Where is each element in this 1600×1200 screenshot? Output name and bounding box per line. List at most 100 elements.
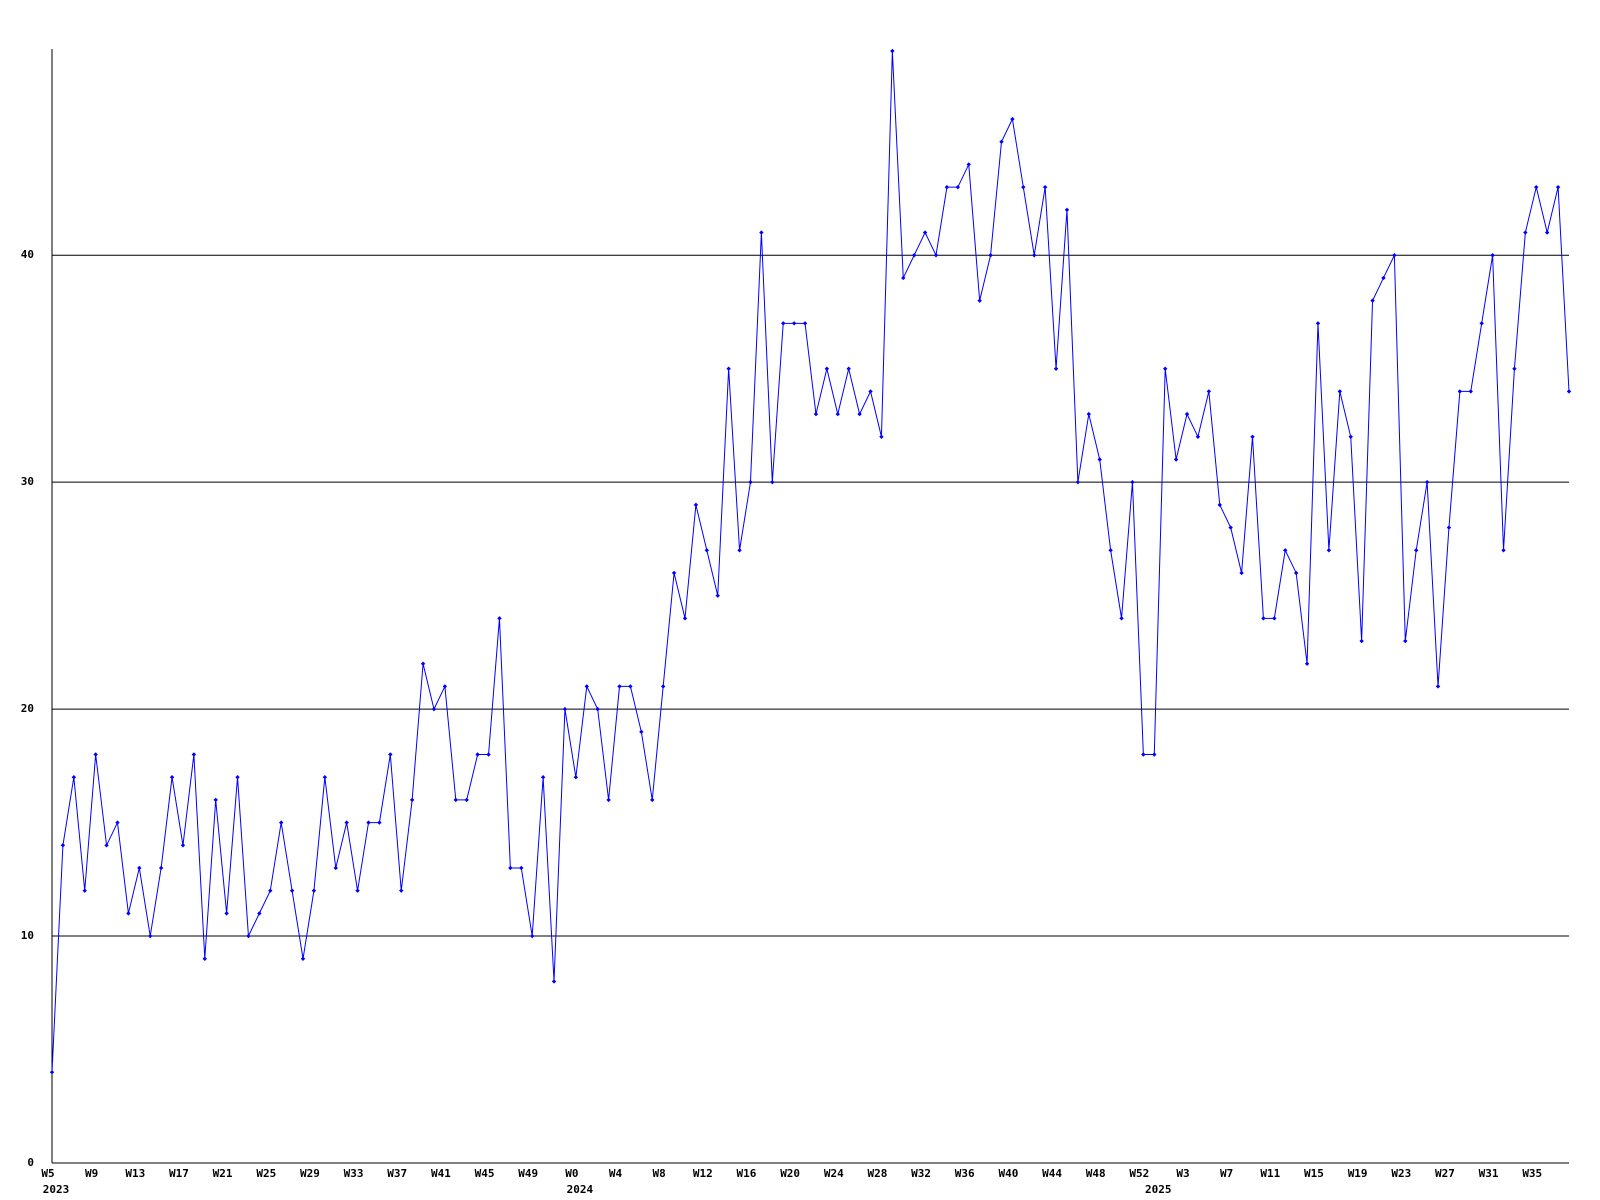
data-point	[1566, 389, 1572, 394]
data-point	[901, 275, 906, 281]
data-point	[268, 888, 273, 893]
data-point	[1042, 184, 1048, 190]
data-point	[671, 570, 677, 576]
data-point	[1315, 321, 1321, 326]
data-point	[148, 933, 153, 939]
data-point	[180, 843, 186, 848]
data-point	[224, 911, 229, 916]
x-year-label: 2024	[567, 1183, 594, 1196]
data-point	[169, 775, 175, 780]
x-tick-label: W5	[41, 1167, 54, 1180]
data-point	[1501, 548, 1506, 553]
data-point	[1490, 253, 1495, 258]
data-line	[51, 50, 1570, 1073]
x-tick-label: W23	[1391, 1167, 1411, 1180]
data-point	[1414, 548, 1419, 553]
data-point	[1097, 457, 1102, 462]
data-point	[202, 956, 207, 961]
data-point	[1272, 616, 1277, 621]
y-tick-label: 30	[21, 475, 34, 488]
data-point	[388, 752, 393, 757]
x-tick-label: W41	[431, 1167, 451, 1180]
data-point	[693, 502, 699, 508]
data-point	[944, 184, 950, 190]
x-tick-label: W9	[85, 1167, 98, 1180]
y-tick-label: 10	[21, 929, 34, 942]
data-point	[399, 888, 404, 893]
data-point	[802, 321, 808, 326]
data-point	[595, 706, 600, 712]
data-point	[355, 888, 360, 893]
data-point	[1381, 275, 1386, 281]
data-point	[1206, 389, 1212, 394]
x-tick-label: W0	[565, 1167, 578, 1180]
data-point	[278, 820, 284, 825]
data-point	[922, 230, 928, 235]
x-tick-label: W15	[1304, 1167, 1324, 1180]
data-point	[1250, 434, 1255, 439]
data-point	[1348, 434, 1353, 439]
x-tick-label: W7	[1220, 1167, 1233, 1180]
x-tick-label: W45	[475, 1167, 495, 1180]
x-year-label: 2023	[43, 1183, 70, 1196]
data-point	[1370, 298, 1375, 303]
data-point	[1424, 479, 1430, 485]
data-point	[82, 888, 87, 893]
data-point	[835, 411, 840, 417]
x-year-label: 2025	[1145, 1183, 1172, 1196]
data-point	[791, 321, 797, 326]
data-point	[813, 411, 819, 417]
data-point	[333, 865, 338, 871]
x-tick-label: W37	[387, 1167, 407, 1180]
x-tick-label: W48	[1086, 1167, 1106, 1180]
data-point	[1555, 184, 1561, 190]
data-point	[606, 797, 611, 803]
data-point	[1446, 525, 1452, 530]
data-point	[1479, 321, 1484, 326]
x-tick-label: W35	[1522, 1167, 1542, 1180]
data-point	[1075, 479, 1081, 485]
data-point	[1119, 616, 1124, 621]
data-point	[584, 684, 589, 689]
data-point	[1184, 411, 1190, 417]
data-point	[911, 253, 917, 258]
data-point	[453, 797, 459, 803]
x-tick-label: W27	[1435, 1167, 1455, 1180]
data-point	[1021, 184, 1026, 190]
x-tick-label: W13	[125, 1167, 145, 1180]
data-point	[464, 797, 469, 803]
data-point	[322, 775, 328, 780]
data-point	[235, 775, 240, 780]
data-point	[431, 706, 437, 712]
data-point	[104, 843, 109, 848]
data-point	[1010, 116, 1015, 122]
data-point	[857, 411, 862, 417]
x-tick-label: W52	[1129, 1167, 1149, 1180]
data-point	[1403, 638, 1408, 644]
x-tick-label: W20	[780, 1167, 800, 1180]
data-point	[49, 1070, 55, 1075]
data-point	[1457, 389, 1463, 394]
data-point	[737, 548, 742, 553]
data-point	[1032, 253, 1037, 258]
x-tick-label: W12	[693, 1167, 713, 1180]
data-point	[1326, 548, 1332, 553]
x-tick-label: W17	[169, 1167, 189, 1180]
data-point	[1053, 366, 1059, 371]
y-tick-label: 0	[27, 1156, 34, 1169]
data-point	[1162, 366, 1168, 371]
data-point	[191, 752, 197, 757]
data-point	[628, 684, 633, 689]
data-point	[704, 548, 710, 553]
data-point	[289, 888, 295, 893]
data-point	[442, 684, 448, 689]
data-point	[781, 321, 786, 326]
data-point	[759, 230, 764, 235]
x-tick-label: W36	[955, 1167, 975, 1180]
data-point	[1086, 411, 1091, 417]
data-point	[1064, 207, 1070, 213]
data-point	[955, 184, 961, 190]
x-tick-label: W49	[518, 1167, 538, 1180]
data-point	[988, 253, 993, 258]
data-point	[497, 616, 502, 621]
